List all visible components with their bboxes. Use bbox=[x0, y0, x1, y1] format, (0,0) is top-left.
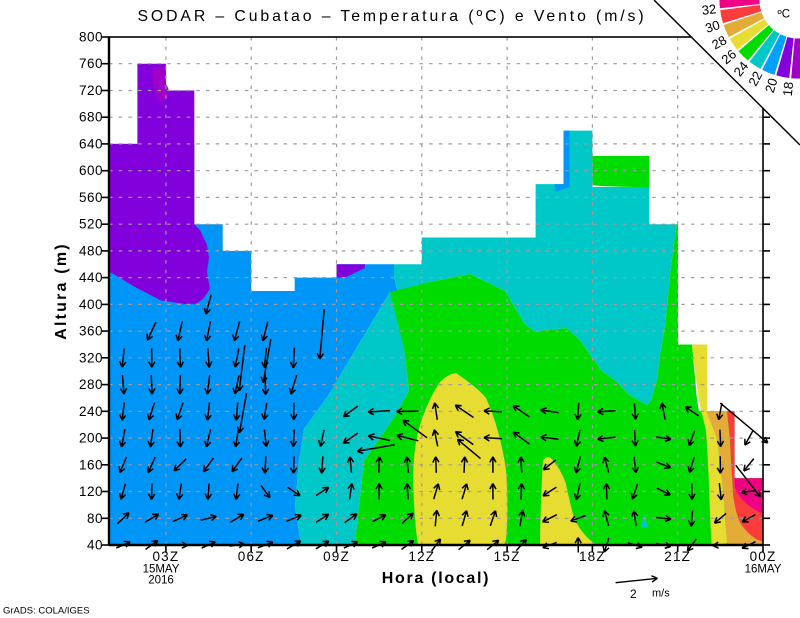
svg-text:30: 30 bbox=[703, 17, 721, 36]
svg-text:15MAY: 15MAY bbox=[143, 564, 180, 576]
svg-text:360: 360 bbox=[79, 324, 103, 339]
svg-text:440: 440 bbox=[79, 270, 103, 285]
svg-text:28: 28 bbox=[709, 32, 729, 52]
svg-text:480: 480 bbox=[79, 243, 103, 258]
svg-text:2: 2 bbox=[630, 587, 637, 601]
svg-text:640: 640 bbox=[79, 136, 103, 151]
svg-text:GrADS: COLA/IGES: GrADS: COLA/IGES bbox=[3, 606, 90, 617]
svg-text:560: 560 bbox=[79, 190, 103, 205]
svg-text:m/s: m/s bbox=[652, 588, 670, 600]
svg-text:ºC: ºC bbox=[778, 9, 791, 21]
svg-text:18: 18 bbox=[780, 81, 796, 97]
svg-text:200: 200 bbox=[79, 431, 103, 446]
svg-text:21Z: 21Z bbox=[664, 549, 691, 564]
svg-text:680: 680 bbox=[79, 110, 103, 125]
svg-text:800: 800 bbox=[79, 30, 103, 45]
svg-text:06Z: 06Z bbox=[238, 549, 265, 564]
svg-text:160: 160 bbox=[79, 457, 103, 472]
svg-text:18Z: 18Z bbox=[579, 549, 606, 564]
svg-text:22: 22 bbox=[745, 69, 765, 89]
svg-text:00Z: 00Z bbox=[750, 549, 777, 564]
svg-text:520: 520 bbox=[79, 217, 103, 232]
svg-text:20: 20 bbox=[762, 76, 781, 94]
svg-text:03Z: 03Z bbox=[152, 549, 179, 564]
svg-text:SODAR – Cubatao – Temperat: SODAR – Cubatao – Temperatura (ºC) e Ven… bbox=[137, 8, 646, 25]
svg-text:720: 720 bbox=[79, 83, 103, 98]
svg-text:120: 120 bbox=[79, 484, 103, 499]
svg-text:32: 32 bbox=[701, 1, 717, 18]
svg-text:400: 400 bbox=[79, 297, 103, 312]
svg-text:280: 280 bbox=[79, 377, 103, 392]
svg-text:09Z: 09Z bbox=[323, 549, 350, 564]
svg-text:320: 320 bbox=[79, 350, 103, 365]
svg-text:16MAY: 16MAY bbox=[745, 564, 782, 576]
svg-text:15Z: 15Z bbox=[494, 549, 521, 564]
svg-text:240: 240 bbox=[79, 404, 103, 419]
svg-text:12Z: 12Z bbox=[408, 549, 435, 564]
svg-text:Altura (m): Altura (m) bbox=[53, 242, 70, 340]
svg-text:Hora (local): Hora (local) bbox=[382, 570, 490, 587]
svg-text:600: 600 bbox=[79, 163, 103, 178]
svg-text:760: 760 bbox=[79, 56, 103, 71]
svg-text:2016: 2016 bbox=[148, 575, 174, 587]
svg-text:80: 80 bbox=[87, 511, 103, 526]
svg-text:40: 40 bbox=[87, 538, 103, 553]
